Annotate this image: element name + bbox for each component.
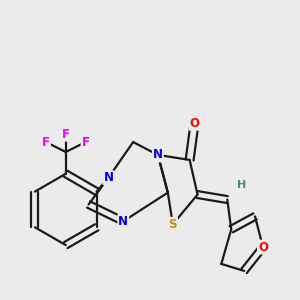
Text: F: F (62, 128, 70, 141)
Text: O: O (190, 117, 200, 130)
Text: H: H (236, 180, 246, 190)
Text: O: O (258, 241, 268, 254)
Text: F: F (82, 136, 90, 148)
Text: N: N (153, 148, 163, 161)
Text: S: S (169, 218, 177, 231)
Text: N: N (118, 215, 128, 228)
Text: F: F (42, 136, 50, 148)
Text: N: N (103, 171, 113, 184)
